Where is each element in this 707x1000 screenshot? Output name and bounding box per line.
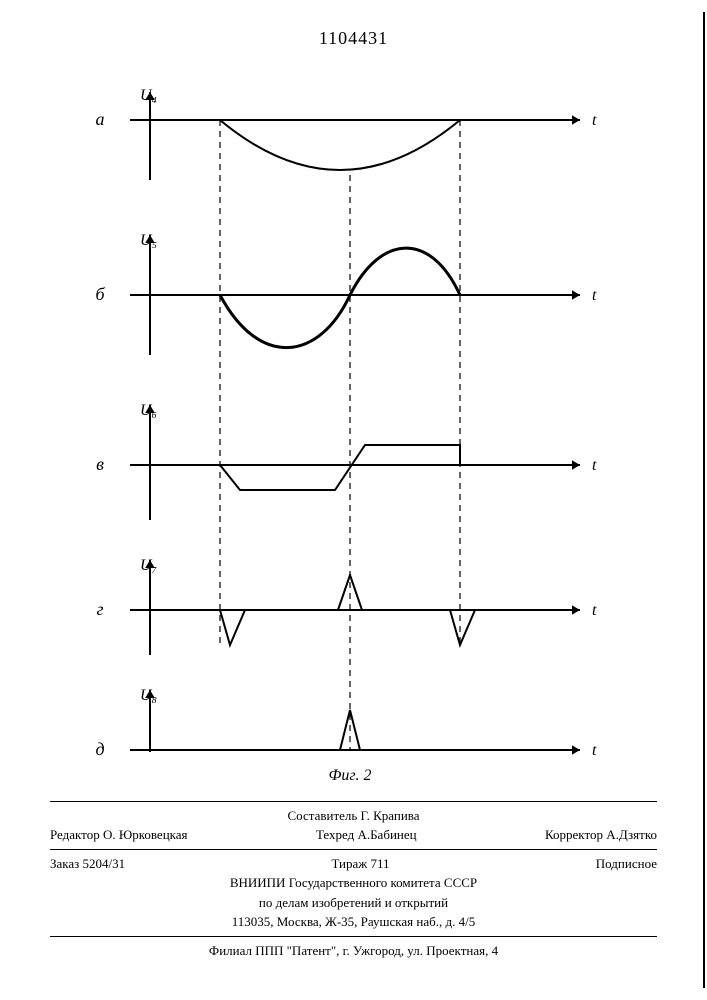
svg-text:б: б — [95, 284, 105, 304]
svg-text:д: д — [95, 739, 104, 759]
org-line-1: ВНИИПИ Государственного комитета СССР — [50, 873, 657, 893]
footer-block: Составитель Г. Крапива Редактор О. Юрков… — [50, 797, 657, 961]
svg-text:г: г — [96, 599, 103, 619]
filial-line: Филиал ППП "Патент", г. Ужгород, ул. Про… — [50, 941, 657, 961]
tehred-cell: Техред А.Бабинец — [316, 825, 417, 845]
order-number: Заказ 5204/31 — [50, 854, 125, 874]
tirazh: Тираж 711 — [331, 854, 389, 874]
corrector-label: Корректор — [545, 827, 603, 842]
svg-text:t: t — [592, 457, 597, 474]
timing-diagram: U₄ а t U₅ б t U₆ в t U₇ г t U₈ д t Фиг. 2 — [80, 80, 630, 820]
tehred-name: А.Бабинец — [357, 827, 416, 842]
page-border-right — [703, 12, 705, 988]
org-line-2: по делам изобретений и открытий — [50, 893, 657, 913]
address-line: 113035, Москва, Ж-35, Раушская наб., д. … — [50, 912, 657, 932]
svg-text:а: а — [96, 109, 105, 129]
tehred-label: Техред — [316, 827, 354, 842]
svg-text:t: t — [592, 742, 597, 759]
svg-text:Фиг. 2: Фиг. 2 — [329, 767, 372, 784]
credits-row: Редактор О. Юрковецкая Техред А.Бабинец … — [50, 825, 657, 845]
corrector-name: А.Дзятко — [606, 827, 657, 842]
document-number: 1104431 — [0, 28, 707, 49]
svg-text:t: t — [592, 112, 597, 129]
podpisnoe: Подписное — [596, 854, 657, 874]
editor-cell: Редактор О. Юрковецкая — [50, 825, 188, 845]
svg-text:U₈: U₈ — [140, 687, 157, 704]
editor-name: О. Юрковецкая — [103, 827, 188, 842]
svg-text:U₆: U₆ — [140, 402, 157, 419]
svg-text:U₄: U₄ — [140, 87, 157, 104]
svg-text:U₇: U₇ — [140, 557, 158, 574]
page: 1104431 U₄ а t U₅ б t U₆ в t U₇ г t U₈ д t Фиг. 2 Соста… — [0, 0, 707, 1000]
editor-label: Редактор — [50, 827, 100, 842]
diagram-svg: U₄ а t U₅ б t U₆ в t U₇ г t U₈ д t Фиг. 2 — [80, 80, 630, 820]
svg-text:U₅: U₅ — [140, 232, 157, 249]
svg-text:t: t — [592, 287, 597, 304]
svg-text:t: t — [592, 602, 597, 619]
svg-text:в: в — [96, 454, 104, 474]
composer-line: Составитель Г. Крапива — [50, 806, 657, 826]
corrector-cell: Корректор А.Дзятко — [545, 825, 657, 845]
order-row: Заказ 5204/31 Тираж 711 Подписное — [50, 854, 657, 874]
